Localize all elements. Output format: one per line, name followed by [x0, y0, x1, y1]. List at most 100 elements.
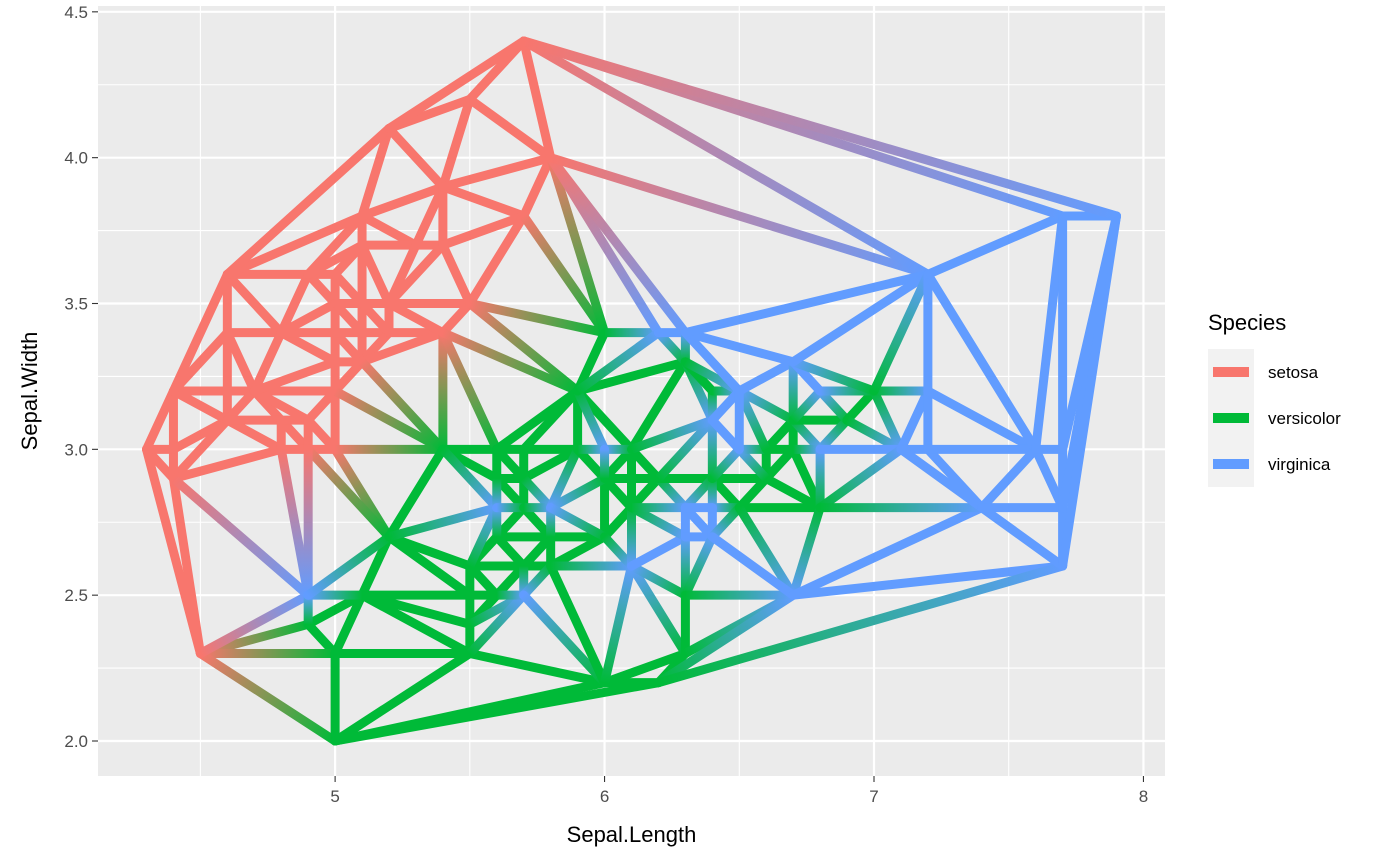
triangulation-edge [465, 561, 502, 600]
triangulation-edge [384, 532, 475, 600]
triangulation-edge [438, 299, 475, 338]
triangulation-edge [627, 561, 690, 658]
triangulation-edge [573, 357, 690, 396]
triangulation-edge [842, 386, 879, 425]
triangulation-edge [788, 415, 825, 454]
y-tick-label: 3.5 [64, 295, 88, 314]
triangulation-edge [438, 240, 475, 308]
triangulation-edge [438, 328, 583, 396]
x-tick-label: 8 [1139, 787, 1148, 806]
triangulation-edge [627, 474, 663, 513]
triangulation-edge [842, 415, 906, 454]
triangulation-edge [249, 328, 286, 396]
triangulation-edge [438, 328, 502, 454]
triangulation-edge [330, 357, 367, 396]
triangulation-edge [977, 503, 1068, 571]
triangulation-edge [465, 590, 529, 658]
triangulation-edge [142, 444, 205, 658]
triangulation-edge [438, 94, 475, 192]
triangulation-edge [600, 649, 690, 688]
triangulation-edge [303, 590, 367, 629]
triangulation-edge [357, 211, 421, 250]
triangulation-edge [734, 503, 798, 600]
triangulation-edge [734, 474, 771, 513]
triangulation-edge [627, 415, 717, 454]
triangulation-edge [923, 386, 1041, 454]
triangulation-edge [195, 590, 313, 658]
triangulation-edge [249, 386, 313, 425]
triangulation-edge [222, 415, 286, 454]
legend-item-setosa: setosa [1208, 349, 1319, 395]
triangulation-edge [707, 532, 798, 600]
legend-item-virginica: virginica [1208, 441, 1331, 487]
triangulation-edge [465, 299, 583, 396]
triangulation-edge [303, 444, 394, 542]
triangulation-edge [142, 386, 178, 454]
triangulation-edge [492, 532, 529, 571]
triangulation-edge [707, 503, 744, 542]
triangulation-edge [680, 328, 744, 396]
triangulation-edge [222, 124, 394, 279]
triangulation-edge [815, 386, 852, 425]
triangulation-edge [384, 124, 448, 192]
triangulation-edge [627, 503, 690, 542]
triangulation-edge [546, 474, 610, 513]
triangulation-edge [546, 503, 610, 542]
triangulation-edge [303, 532, 394, 600]
y-tick-label: 2.0 [64, 732, 88, 751]
triangulation-edge [249, 357, 340, 396]
triangulation-edge [168, 444, 286, 483]
triangulation-edge [384, 299, 448, 338]
triangulation-edge [923, 269, 1041, 454]
axes: 5 6 7 8 2.0 2.5 3.0 3.5 4.0 4.5 Sepal.Length Sepal.… [17, 3, 1148, 847]
triangulation-edge [465, 94, 556, 163]
triangulation-edge [546, 153, 690, 338]
triangulation-edge [519, 386, 583, 454]
triangulation-edge [357, 590, 475, 629]
triangulation-edge [788, 269, 933, 367]
triangulation-edge [734, 386, 798, 425]
triangulation-edge [168, 386, 232, 425]
triangulation-edge [384, 240, 448, 308]
triangulation-edge [627, 357, 690, 454]
triangulation-edge [653, 590, 798, 688]
triangulation-edge [384, 36, 529, 133]
legend-label: setosa [1268, 363, 1319, 382]
x-tick-label: 7 [869, 787, 878, 806]
triangulation-edge [276, 269, 313, 338]
triangulation-edge [330, 386, 448, 454]
triangulation-edge [357, 124, 394, 221]
legend-label: virginica [1268, 455, 1331, 474]
triangulation-edge [303, 211, 367, 279]
triangulation-edge [761, 415, 798, 454]
triangulation-edge [357, 357, 448, 454]
triangulation-edge [222, 328, 259, 396]
triangulation-edge [977, 444, 1041, 513]
triangulation-edge [869, 269, 933, 396]
triangulation-edge [546, 153, 933, 279]
triangulation-edge [168, 474, 313, 600]
triangulation-edge [546, 444, 583, 513]
triangulation-edge [653, 415, 717, 483]
triangulation-edge [573, 386, 610, 454]
triangulation-edge [788, 386, 825, 425]
triangulation-edge [519, 561, 556, 600]
triangulation-edge [438, 153, 556, 192]
triangulation-edge [761, 474, 825, 513]
triangulation-edge [519, 444, 583, 483]
triangulation-edge [707, 444, 744, 483]
triangulation-edge [627, 561, 690, 600]
triangulation-edge [330, 678, 663, 746]
triangulation-edge [923, 444, 987, 513]
triangulation-edge [546, 561, 610, 688]
triangulation-edge [384, 503, 502, 542]
triangulation-edge [276, 299, 340, 338]
x-tick-label: 5 [330, 787, 339, 806]
triangulation-edge [869, 386, 906, 454]
triangulation-edge [222, 211, 367, 279]
legend-label: versicolor [1268, 409, 1341, 428]
x-tick-label: 6 [600, 787, 609, 806]
legend-item-versicolor: versicolor [1208, 395, 1341, 441]
triangulation-edge [519, 474, 556, 513]
